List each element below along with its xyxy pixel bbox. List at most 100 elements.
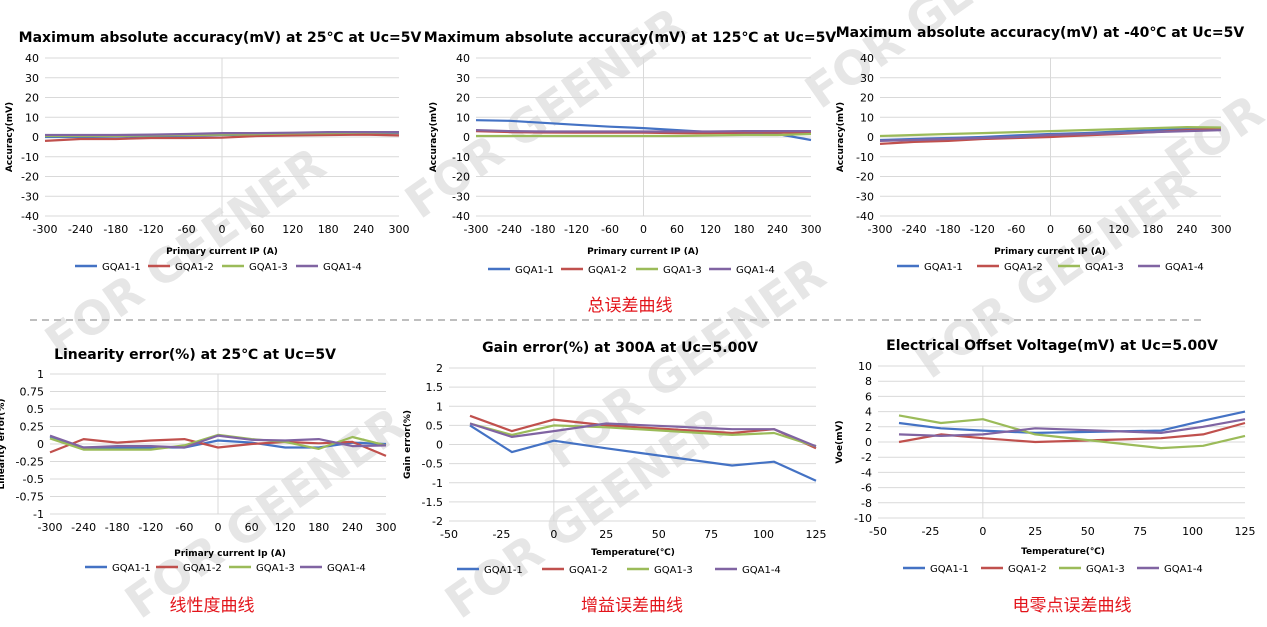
- x-tick-label: 0: [1047, 223, 1054, 236]
- chart-4: 1 0.75 0.5 0.25 0 -0.25 -0.5 -0.75 -1-300 -240 -18…: [0, 347, 397, 574]
- x-tick-label: 60: [670, 223, 684, 236]
- chart-title: Linearity error(%) at 25℃ at Uc=5V: [54, 347, 336, 363]
- x-tick-label: 60: [245, 521, 259, 534]
- x-tick-label: 50: [652, 528, 666, 541]
- legend-label: GQA1-2: [1008, 564, 1047, 575]
- y-tick-label: 1.5: [426, 381, 444, 394]
- watermark-text: FOR GEENER: [795, 0, 1095, 119]
- y-tick-label: -8: [861, 497, 872, 510]
- y-tick-label: 10: [858, 360, 872, 373]
- series-line-GQA1-4: [469, 422, 817, 448]
- legend-label: GQA1-1: [930, 564, 969, 575]
- x-tick-label: 180: [318, 223, 339, 236]
- x-tick-label: -60: [601, 223, 619, 236]
- x-tick-label: -180: [103, 223, 128, 236]
- legend-item-GQA1-4: GQA1-4: [296, 262, 362, 273]
- caption-gain-error: 增益误差曲线: [581, 596, 683, 616]
- y-tick-label: 0.75: [20, 386, 45, 399]
- legend-item-GQA1-1: GQA1-1: [488, 265, 554, 276]
- legend-item-GQA1-2: GQA1-2: [981, 564, 1047, 575]
- x-tick-label: 0: [550, 528, 557, 541]
- x-axis-label: Primary current Ip (A): [174, 549, 286, 559]
- y-tick-label: -2: [861, 451, 872, 464]
- y-tick-label: -40: [856, 210, 874, 223]
- y-tick-label: -1.5: [422, 496, 443, 509]
- y-tick-label: -6: [861, 482, 872, 495]
- legend-item-GQA1-3: GQA1-3: [229, 563, 295, 574]
- legend-item-GQA1-3: GQA1-3: [1058, 262, 1124, 273]
- series-line-GQA1-2: [49, 438, 387, 457]
- x-tick-label: 120: [1108, 223, 1129, 236]
- legend-label: GQA1-1: [484, 565, 523, 576]
- x-axis-label: Temperature(℃): [1021, 547, 1105, 557]
- legend-label: GQA1-3: [256, 563, 295, 574]
- y-tick-label: 30: [860, 72, 874, 85]
- legend-item-GQA1-3: GQA1-3: [1059, 564, 1125, 575]
- y-tick-label: -40: [452, 210, 470, 223]
- legend-item-GQA1-4: GQA1-4: [715, 565, 781, 576]
- x-tick-label: -25: [492, 528, 510, 541]
- legend-label: GQA1-1: [102, 262, 141, 273]
- x-tick-label: -50: [440, 528, 458, 541]
- y-tick-label: -30: [21, 190, 39, 203]
- legend-item-GQA1-1: GQA1-1: [897, 262, 963, 273]
- chart-2: 40 30 20 10 0 -10 -20 -30 -40-300 -240 -180 -120 -60…: [424, 30, 837, 276]
- x-tick-label: 25: [1028, 525, 1042, 538]
- series-line-GQA1-1: [898, 410, 1246, 434]
- x-tick-label: 0: [219, 223, 226, 236]
- legend-label: GQA1-4: [736, 265, 775, 276]
- y-tick-label: 0: [865, 436, 872, 449]
- x-tick-label: 300: [376, 521, 397, 534]
- legend-label: GQA1-1: [112, 563, 151, 574]
- chart-title: Electrical Offset Voltage(mV) at Uc=5.00…: [886, 338, 1218, 354]
- series-line-GQA1-3: [879, 125, 1222, 138]
- x-tick-label: 100: [1182, 525, 1203, 538]
- series-line-GQA1-4: [49, 434, 387, 449]
- x-tick-label: -240: [902, 223, 927, 236]
- legend-item-GQA1-2: GQA1-2: [148, 262, 214, 273]
- y-tick-label: 0.5: [27, 403, 45, 416]
- y-tick-label: 10: [456, 111, 470, 124]
- legend-label: GQA1-2: [175, 262, 214, 273]
- series-line-GQA1-4: [45, 131, 399, 137]
- x-axis-label: Primary current IP (A): [587, 247, 699, 257]
- series-line-GQA1-4: [475, 129, 811, 133]
- x-axis-label: Primary current IP (A): [166, 247, 278, 257]
- y-tick-label: -30: [856, 190, 874, 203]
- y-tick-label: 10: [860, 111, 874, 124]
- x-tick-label: 180: [308, 521, 329, 534]
- y-tick-label: -0.5: [23, 473, 44, 486]
- legend-item-GQA1-4: GQA1-4: [1138, 262, 1204, 273]
- x-tick-label: -50: [869, 525, 887, 538]
- y-tick-label: 20: [456, 92, 470, 105]
- series-line-GQA1-3: [898, 414, 1246, 450]
- y-tick-label: 2: [436, 362, 443, 375]
- y-tick-label: 6: [865, 390, 872, 403]
- y-tick-label: 1: [37, 368, 44, 381]
- x-tick-label: -60: [1007, 223, 1025, 236]
- x-tick-label: 300: [1211, 223, 1232, 236]
- x-tick-label: 240: [353, 223, 374, 236]
- y-tick-label: -10: [854, 512, 872, 525]
- chart-1: 40 30 20 10 0 -10 -20 -30 -40-300 -240 -180 -120 -60…: [5, 30, 421, 273]
- legend-label: GQA1-4: [1165, 262, 1204, 273]
- y-tick-label: -10: [452, 151, 470, 164]
- caption-linearity: 线性度曲线: [170, 596, 255, 616]
- y-tick-label: -20: [21, 171, 39, 184]
- legend-label: GQA1-2: [588, 265, 627, 276]
- x-tick-label: 300: [801, 223, 822, 236]
- x-tick-label: 75: [704, 528, 718, 541]
- y-tick-label: 40: [456, 52, 470, 65]
- y-tick-label: -20: [856, 171, 874, 184]
- x-tick-label: -300: [38, 521, 63, 534]
- y-axis-label: Linearity error(%): [0, 398, 7, 489]
- legend-item-GQA1-3: GQA1-3: [627, 565, 693, 576]
- x-tick-label: 100: [753, 528, 774, 541]
- y-tick-label: 0: [867, 131, 874, 144]
- chart-5: 2 1.5 1 0.5 0 -0.5 -1 -1.5 -2-50 -25 0 25 50 75 100 125…: [403, 340, 827, 576]
- y-tick-label: 0.5: [426, 419, 444, 432]
- chart-6: 10 8 6 4 2 0 -2 -4 -6 -8 -10-50 -25 0 25 50 75 100 125 Ele…: [835, 338, 1256, 575]
- legend-label: GQA1-4: [742, 565, 781, 576]
